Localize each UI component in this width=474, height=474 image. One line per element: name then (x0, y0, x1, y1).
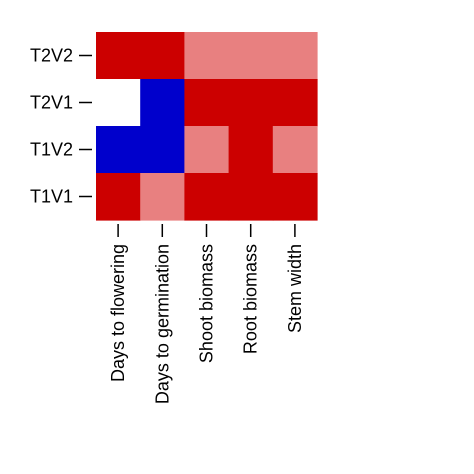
heatmap-cell-t1v1-1 (140, 173, 185, 221)
heatmap-cell-t2v2-3 (228, 32, 274, 80)
heatmap-cell-t2v2-4 (272, 32, 318, 80)
heatmap-cell-t2v1-3 (228, 79, 274, 127)
heatmap-cell-t1v2-2 (184, 126, 230, 174)
heatmap-cell-t1v2-1 (140, 126, 185, 174)
x-tick-label: Root biomass (241, 244, 261, 354)
heatmap-cell-t2v1-2 (184, 79, 230, 127)
heatmap-cell-t2v2-2 (184, 32, 230, 80)
heatmap-cell-t2v1-0 (96, 79, 141, 127)
heatmap-cells (96, 32, 318, 221)
x-tick-label: Days to flowering (108, 244, 128, 382)
heatmap-cell-t1v2-4 (272, 126, 318, 174)
heatmap-cell-t2v2-1 (140, 32, 185, 80)
heatmap-cell-t1v1-3 (228, 173, 274, 221)
heatmap-cell-t1v2-0 (96, 126, 141, 174)
x-tick-label: Days to germination (152, 244, 172, 404)
x-tick-label: Stem width (285, 244, 305, 333)
heatmap-cell-t1v1-2 (184, 173, 230, 221)
heatmap-cell-t1v1-0 (96, 173, 141, 221)
x-axis: Days to flowering Days to germination Shoo… (108, 224, 305, 404)
heatmap-cell-t2v1-4 (272, 79, 318, 127)
y-tick-label: T2V2 (30, 46, 73, 66)
heatmap-cell-t2v2-0 (96, 32, 141, 80)
heatmap-cell-t2v1-1 (140, 79, 185, 127)
y-axis: T2V2 T2V1 T1V2 T1V1 (30, 46, 92, 207)
y-tick-label: T1V2 (30, 140, 73, 160)
heatmap-cell-t1v2-3 (228, 126, 274, 174)
y-tick-label: T1V1 (30, 187, 73, 207)
heatmap-cell-t1v1-4 (272, 173, 318, 221)
x-tick-label: Shoot biomass (197, 244, 217, 363)
y-tick-label: T2V1 (30, 93, 73, 113)
